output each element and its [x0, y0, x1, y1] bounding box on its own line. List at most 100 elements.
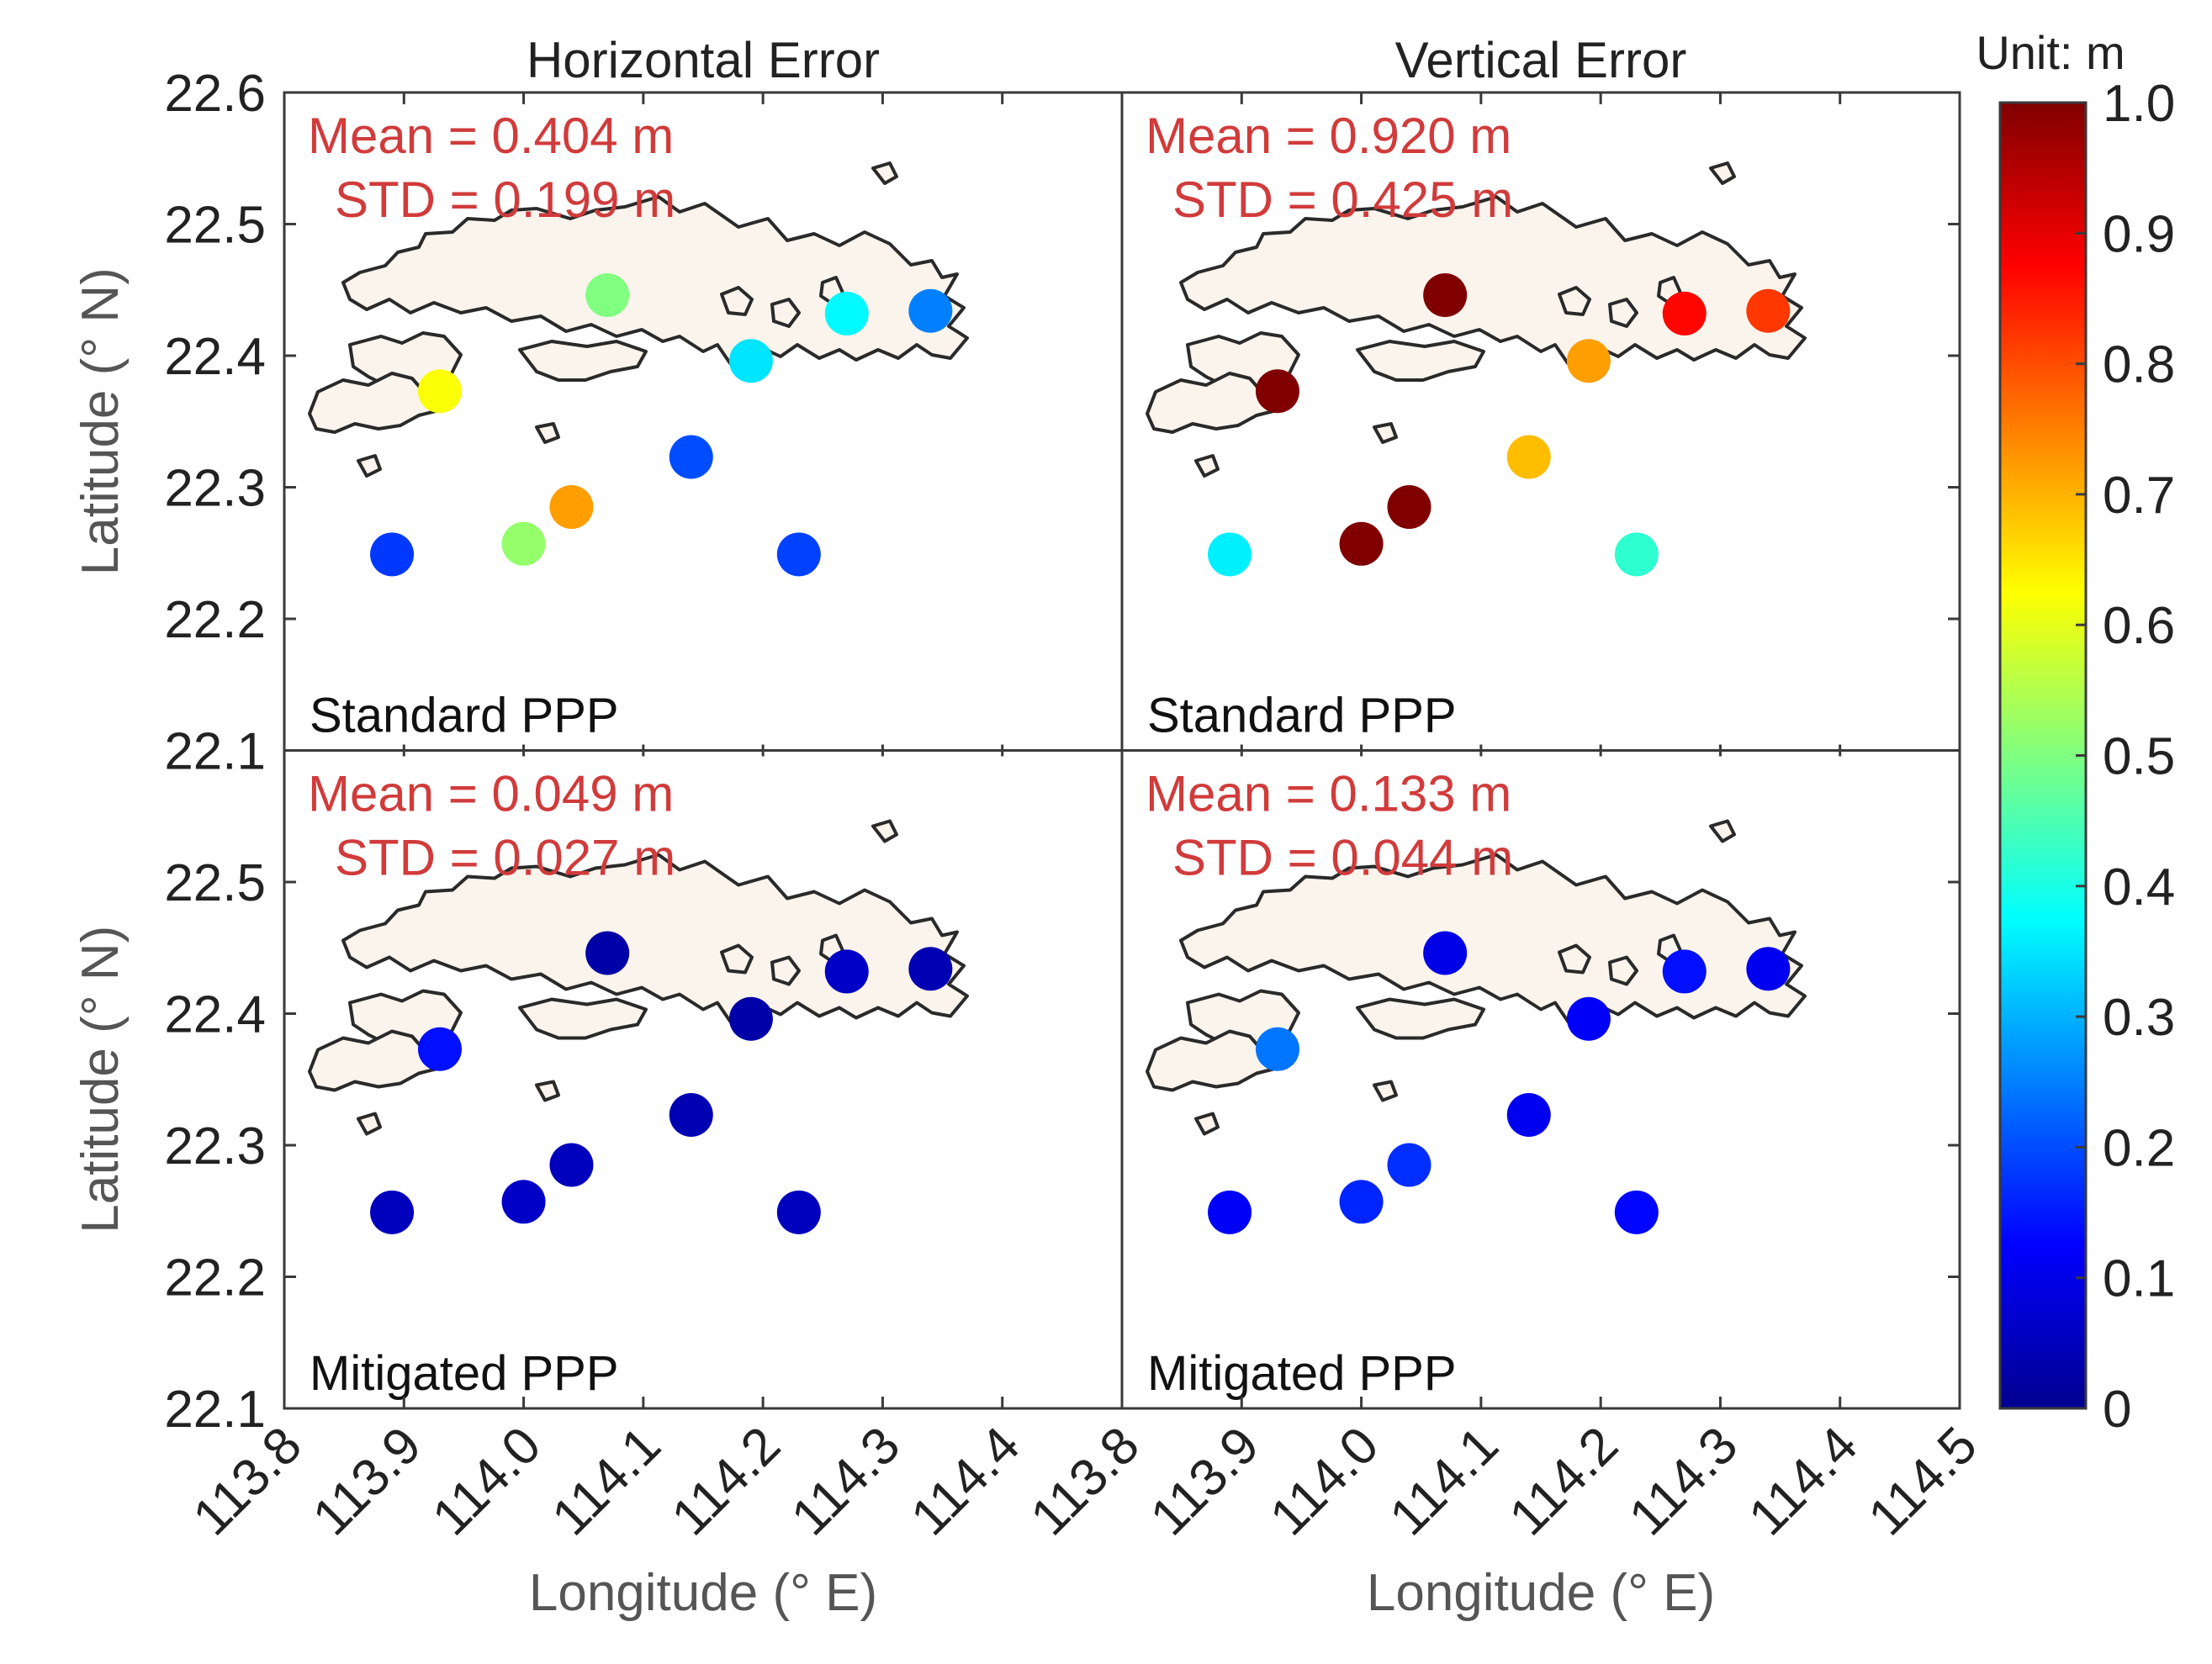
panel-vertical-standard: Mean = 0.920 m STD = 0.425 m Standard PPP	[1146, 108, 1807, 743]
mean-label: Mean = 0.404 m	[308, 108, 674, 164]
station-marker	[669, 1093, 713, 1138]
colorbar-tick-label: 0.8	[2103, 336, 2175, 394]
column-title: Horizontal Error	[527, 32, 880, 88]
station-marker	[1506, 435, 1551, 479]
x-tick-label: 113.9	[302, 1416, 432, 1546]
station-marker	[585, 273, 630, 318]
x-tick-label: 114.3	[781, 1416, 911, 1546]
x-tick-label: 114.3	[1618, 1416, 1749, 1546]
y-tick-label: 22.4	[164, 986, 266, 1044]
station-marker	[776, 532, 821, 577]
station-marker	[1662, 949, 1707, 994]
std-label: STD = 0.027 m	[335, 830, 675, 886]
station-marker	[549, 1143, 594, 1187]
station-marker	[1423, 931, 1468, 975]
y-tick-label: 22.6	[164, 65, 266, 123]
std-label: STD = 0.425 m	[1172, 172, 1513, 228]
colorbar-tick-label: 1.0	[2103, 75, 2175, 133]
station-marker	[501, 521, 546, 566]
station-marker	[824, 291, 869, 335]
x-tick-label: 114.2	[1499, 1416, 1629, 1546]
std-label: STD = 0.199 m	[335, 172, 675, 228]
colorbar: 1.0 0.9 0.8 0.7 0.6 0.5 0.4 0.3 0.2 0.1 0 Unit: m	[1976, 26, 2175, 1439]
station-marker	[417, 369, 462, 414]
y-tick-label: 22.1	[164, 1381, 266, 1439]
station-marker	[908, 947, 953, 991]
y-axis-label: Latitude (° N)	[71, 926, 130, 1233]
station-marker	[728, 996, 773, 1041]
station-marker	[1339, 521, 1384, 566]
station-marker	[585, 931, 630, 975]
station-marker	[1566, 996, 1611, 1041]
y-tick-label: 22.3	[164, 1117, 266, 1175]
station-marker	[824, 949, 869, 994]
station-marker	[1746, 947, 1791, 991]
mean-label: Mean = 0.049 m	[308, 766, 674, 822]
y-tick-label: 22.2	[164, 591, 266, 649]
y-tick-label: 22.5	[164, 854, 266, 912]
station-marker	[1387, 1143, 1431, 1187]
station-marker	[417, 1027, 462, 1071]
colorbar-tick-label: 0.5	[2103, 728, 2175, 786]
panel-label: Mitigated PPP	[1147, 1346, 1457, 1401]
mean-label: Mean = 0.920 m	[1146, 108, 1511, 164]
panel-label: Mitigated PPP	[310, 1346, 619, 1401]
y-tick-label: 22.5	[164, 197, 266, 255]
station-marker	[776, 1190, 821, 1234]
y-tick-label: 22.2	[164, 1249, 266, 1307]
y-tick-label: 22.3	[164, 460, 266, 518]
colorbar-tick-label: 0.6	[2103, 597, 2175, 655]
x-tick-label: 114.0	[1259, 1416, 1389, 1546]
x-tick-label: 114.0	[421, 1416, 552, 1546]
station-marker	[728, 339, 773, 383]
station-marker	[1387, 484, 1431, 529]
station-marker	[1208, 532, 1252, 577]
station-marker	[549, 484, 594, 529]
colorbar-tick-label: 0.7	[2103, 467, 2175, 525]
station-marker	[1506, 1093, 1551, 1138]
station-marker	[1614, 532, 1659, 577]
station-marker	[908, 288, 953, 333]
station-marker	[1423, 273, 1468, 318]
panel-label: Standard PPP	[1147, 689, 1457, 743]
x-axis-label: Longitude (° E)	[1367, 1564, 1715, 1622]
station-marker	[370, 532, 415, 577]
x-tick-label: 114.5	[1858, 1416, 1988, 1546]
x-tick-label: 114.1	[1379, 1416, 1510, 1546]
x-tick-label: 114.2	[661, 1416, 791, 1546]
x-tick-label: 113.9	[1140, 1416, 1270, 1546]
y-tick-label: 22.1	[164, 723, 266, 781]
mean-label: Mean = 0.133 m	[1146, 766, 1511, 822]
panel-horizontal-mitigated: Mean = 0.049 m STD = 0.027 m Mitigated PPP	[308, 766, 969, 1401]
colorbar-tick-label: 0.9	[2103, 205, 2175, 263]
x-tick-label: 114.1	[542, 1416, 672, 1546]
station-marker	[1255, 369, 1299, 414]
panel-horizontal-standard: Mean = 0.404 m STD = 0.199 m Standard PPP	[308, 108, 969, 743]
x-tick-label: 114.4	[1738, 1416, 1868, 1546]
colorbar-tick-label: 0.1	[2103, 1250, 2175, 1308]
y-tick-label: 22.4	[164, 328, 266, 386]
station-marker	[1208, 1190, 1252, 1234]
panel-vertical-mitigated: Mean = 0.133 m STD = 0.044 m Mitigated PPP	[1146, 766, 1807, 1401]
station-marker	[1662, 291, 1707, 335]
colorbar-title: Unit: m	[1976, 26, 2125, 79]
y-axis-label: Latitude (° N)	[71, 267, 130, 575]
station-marker	[370, 1190, 415, 1234]
x-axis-label: Longitude (° E)	[529, 1564, 877, 1622]
colorbar-gradient	[1998, 101, 2088, 1410]
panel-label: Standard PPP	[310, 689, 619, 743]
station-marker	[1255, 1027, 1299, 1071]
colorbar-tick-label: 0	[2103, 1381, 2131, 1439]
x-tick-label: 113.8	[1020, 1416, 1151, 1546]
std-label: STD = 0.044 m	[1172, 830, 1513, 886]
x-tick-label: 114.4	[900, 1416, 1030, 1546]
station-marker	[669, 435, 713, 479]
station-marker	[1614, 1190, 1659, 1234]
station-marker	[1746, 288, 1791, 333]
station-marker	[1339, 1180, 1384, 1224]
station-marker	[1566, 339, 1611, 383]
station-marker	[501, 1180, 546, 1224]
colorbar-tick-label: 0.4	[2103, 858, 2175, 917]
